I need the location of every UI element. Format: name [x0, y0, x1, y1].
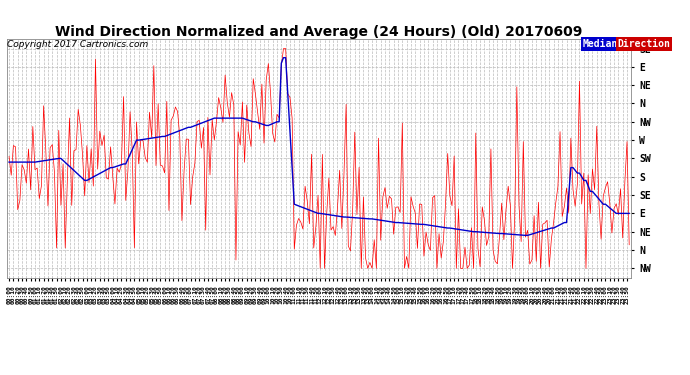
Title: Wind Direction Normalized and Average (24 Hours) (Old) 20170609: Wind Direction Normalized and Average (2… — [55, 26, 583, 39]
Text: Copyright 2017 Cartronics.com: Copyright 2017 Cartronics.com — [7, 40, 148, 49]
Text: Direction: Direction — [618, 39, 671, 49]
Text: Median: Median — [583, 39, 618, 49]
